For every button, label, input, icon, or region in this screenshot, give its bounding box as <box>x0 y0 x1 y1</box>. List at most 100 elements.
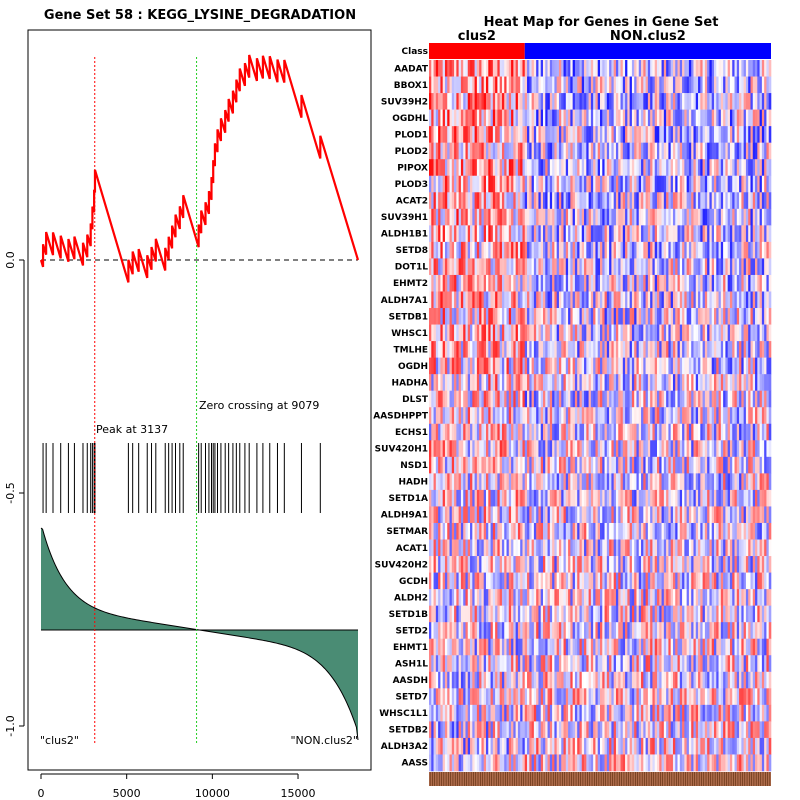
heatmap-cell <box>686 489 690 507</box>
heatmap-cell <box>755 522 758 540</box>
heatmap-cell <box>565 60 569 77</box>
heatmap-cell <box>606 93 610 110</box>
heatmap-cell <box>727 506 731 524</box>
heatmap-cell <box>454 423 457 441</box>
heatmap-cell <box>764 76 767 94</box>
heatmap-cell <box>581 589 585 606</box>
heatmap-cell <box>675 341 678 358</box>
heatmap-cell <box>499 76 503 94</box>
heatmap-cell <box>554 109 557 127</box>
heatmap-cell <box>627 241 630 259</box>
heatmap-cell <box>431 324 434 342</box>
heatmap-cell <box>565 556 569 573</box>
heatmap-cell <box>734 225 738 243</box>
heatmap-cell <box>693 572 697 590</box>
heatmap-cell <box>727 126 731 143</box>
heatmap-cell <box>618 473 621 491</box>
heatmap-cell <box>454 324 457 342</box>
heatmap-cell <box>463 473 466 491</box>
heatmap-cell <box>588 473 592 491</box>
heatmap-cell <box>442 60 446 77</box>
heatmap-cell <box>666 489 669 507</box>
heatmap-cell <box>709 506 713 524</box>
heatmap-cell <box>677 225 681 243</box>
heatmap-cell <box>522 556 526 573</box>
heatmap-cell <box>556 159 560 177</box>
heatmap-cell <box>545 142 548 160</box>
heatmap-cell <box>700 423 703 441</box>
heatmap-cell <box>540 126 544 143</box>
heatmap-cell <box>615 374 619 391</box>
heatmap-cell <box>540 175 544 193</box>
heatmap-cell <box>647 291 651 309</box>
heatmap-cell <box>572 142 576 160</box>
heatmap-cell <box>620 142 624 160</box>
heatmap-cell <box>615 506 619 524</box>
heatmap-cell <box>734 109 738 127</box>
heatmap-cell <box>675 506 678 524</box>
peak-label: Peak at 3137 <box>96 423 168 436</box>
heatmap-cell <box>611 407 614 425</box>
heatmap-cell <box>686 126 690 143</box>
heatmap-cell <box>438 291 441 309</box>
heatmap-cell <box>606 109 610 127</box>
heatmap-cell <box>438 308 441 325</box>
heatmap-cell <box>501 208 505 226</box>
heatmap-cell <box>552 93 555 110</box>
heatmap-cell <box>686 175 690 193</box>
heatmap-cell <box>729 142 733 160</box>
heatmap-cell <box>561 556 564 573</box>
heatmap-cell <box>641 407 644 425</box>
heatmap-cell <box>611 572 614 590</box>
heatmap-cell <box>486 208 489 226</box>
heatmap-cell <box>764 241 767 259</box>
heatmap-cell <box>456 324 459 342</box>
heatmap-cell <box>627 539 630 557</box>
heatmap-cell <box>743 291 747 309</box>
heatmap-cell <box>543 341 546 358</box>
heatmap-cell <box>517 324 521 342</box>
heatmap-cell <box>508 522 512 540</box>
heatmap-cell <box>672 341 676 358</box>
heatmap-cell <box>481 175 485 193</box>
heatmap-cell <box>501 159 505 177</box>
heatmap-cell <box>604 60 608 77</box>
heatmap-cell <box>615 341 619 358</box>
heatmap-cell <box>522 440 526 458</box>
heatmap-cell <box>481 142 485 160</box>
heatmap-cell <box>650 456 653 474</box>
heatmap-cell <box>486 60 489 77</box>
heatmap-cell <box>720 324 724 342</box>
heatmap-cell <box>515 109 519 127</box>
heatmap-cell <box>718 274 722 292</box>
heatmap-cell <box>590 556 594 573</box>
heatmap-cell <box>524 93 528 110</box>
heatmap-cell <box>611 142 614 160</box>
x-tick-label: 10000 <box>195 787 230 800</box>
heatmap-cell <box>666 473 669 491</box>
heatmap-cell <box>438 341 441 358</box>
heatmap-cell <box>515 274 519 292</box>
heatmap-cell <box>581 357 585 375</box>
heatmap-cell <box>750 308 754 325</box>
heatmap-cell <box>481 489 485 507</box>
heatmap-cell <box>631 258 635 276</box>
heatmap-cell <box>517 76 521 94</box>
heatmap-cell <box>597 341 601 358</box>
heatmap-cell <box>659 175 662 193</box>
heatmap-cell <box>723 274 726 292</box>
heatmap-cell <box>757 456 760 474</box>
heatmap-cell <box>470 274 473 292</box>
heatmap-cell <box>755 556 758 573</box>
heatmap-cell <box>659 60 662 77</box>
heatmap-cell <box>736 456 740 474</box>
heatmap-cell <box>527 456 530 474</box>
heatmap-cell <box>495 589 498 606</box>
heatmap-cell <box>650 539 653 557</box>
heatmap-cell <box>451 308 455 325</box>
heatmap-cell <box>463 572 466 590</box>
heatmap-cell <box>549 522 553 540</box>
heatmap-cell <box>714 126 717 143</box>
heatmap-cell <box>736 208 740 226</box>
heatmap-cell <box>442 258 446 276</box>
